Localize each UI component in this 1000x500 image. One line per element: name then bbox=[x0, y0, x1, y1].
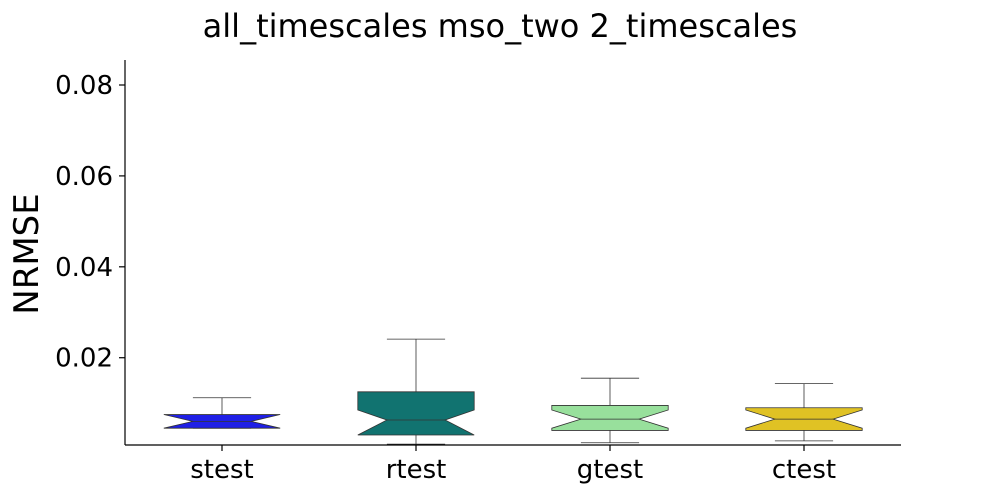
y-axis-label: NRMSE bbox=[7, 193, 47, 314]
y-tick-label: 0.08 bbox=[55, 71, 113, 101]
chart-title: all_timescales mso_two 2_timescales bbox=[203, 7, 798, 45]
box-gtest bbox=[551, 405, 669, 431]
x-tick-label: ctest bbox=[772, 455, 836, 485]
x-tick-label: stest bbox=[190, 455, 253, 485]
y-tick-label: 0.06 bbox=[55, 162, 113, 192]
y-tick-label: 0.02 bbox=[55, 344, 113, 374]
y-tick-label: 0.04 bbox=[55, 253, 113, 283]
x-tick-label: gtest bbox=[577, 455, 643, 485]
x-tick-label: rtest bbox=[386, 455, 447, 485]
box-rtest bbox=[357, 391, 475, 436]
plot-area: 0.02 0.04 0.06 0.08 stest rtest gtest ctest bbox=[55, 71, 863, 485]
